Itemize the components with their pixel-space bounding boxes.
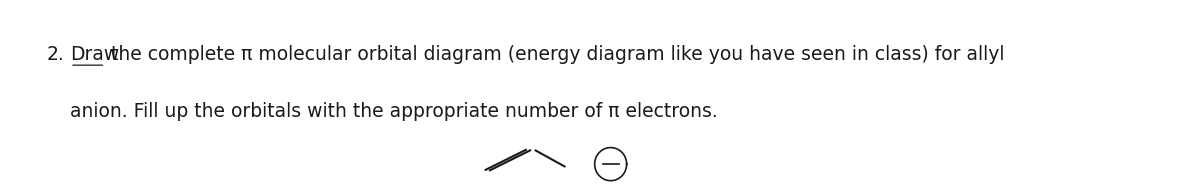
Text: Draw: Draw [70,45,119,64]
Text: anion. Fill up the orbitals with the appropriate number of π electrons.: anion. Fill up the orbitals with the app… [70,102,718,121]
Text: the complete π molecular orbital diagram (energy diagram like you have seen in c: the complete π molecular orbital diagram… [106,45,1004,64]
Text: 2.: 2. [47,45,65,64]
